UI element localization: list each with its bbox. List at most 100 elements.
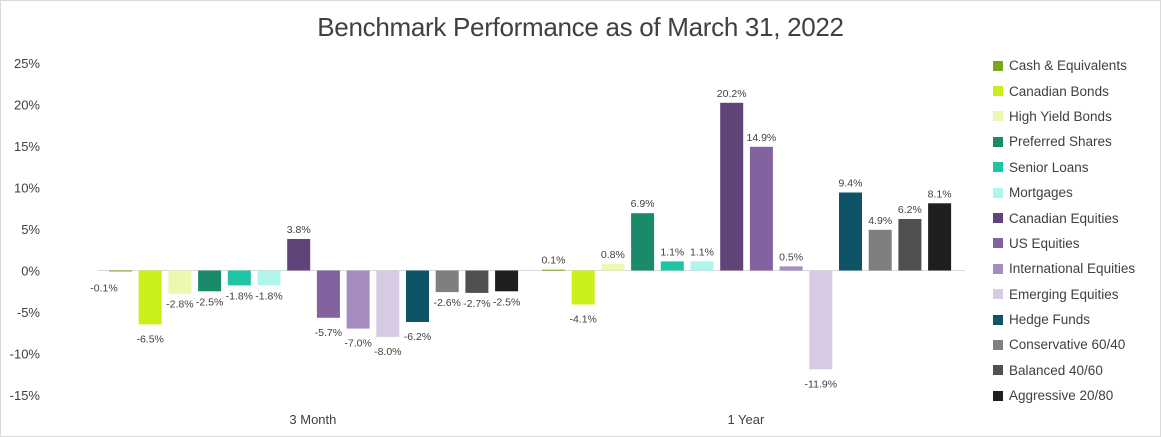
legend-swatch	[993, 238, 1003, 249]
legend-swatch	[993, 111, 1003, 122]
legend-label: Conservative 60/40	[1009, 337, 1126, 353]
data-label: -4.1%	[569, 314, 596, 326]
bar	[631, 213, 655, 271]
x-category-label: 3 Month	[289, 412, 336, 427]
data-label: 1.1%	[690, 246, 714, 258]
legend-label: Hedge Funds	[1009, 312, 1091, 328]
legend-item: Conservative 60/40	[993, 332, 1158, 357]
legend-label: Mortgages	[1009, 185, 1073, 201]
data-label: -2.6%	[433, 297, 460, 309]
data-label: -6.2%	[404, 331, 431, 343]
legend-item: Preferred Shares	[993, 129, 1158, 154]
legend-label: High Yield Bonds	[1009, 108, 1112, 124]
data-label: 0.8%	[601, 249, 625, 261]
bar	[406, 270, 429, 322]
bar	[571, 270, 595, 305]
data-label: -1.8%	[226, 290, 253, 302]
legend-item: Canadian Bonds	[993, 78, 1158, 103]
data-label: 20.2%	[717, 88, 747, 100]
y-tick-label: 10%	[14, 181, 40, 196]
y-tick-label: 25%	[14, 56, 40, 71]
data-label: 1.1%	[660, 246, 684, 258]
legend-swatch	[993, 162, 1003, 173]
bar	[898, 219, 922, 271]
data-label: -7.0%	[344, 338, 371, 350]
legend-swatch	[993, 365, 1003, 376]
y-tick-label: 5%	[21, 222, 40, 237]
chart-legend: Cash & Equivalents Canadian Bonds High Yie…	[993, 53, 1158, 408]
bar	[287, 239, 311, 271]
legend-item: Senior Loans	[993, 155, 1158, 180]
legend-swatch	[993, 213, 1003, 224]
legend-swatch	[993, 263, 1003, 274]
data-label: 14.9%	[747, 132, 777, 144]
legend-swatch	[993, 390, 1003, 401]
data-label: -2.5%	[196, 296, 223, 308]
legend-item: High Yield Bonds	[993, 104, 1158, 129]
legend-label: Emerging Equities	[1009, 286, 1119, 302]
data-label: 6.9%	[631, 198, 655, 210]
legend-item: Balanced 40/60	[993, 358, 1158, 383]
legend-swatch	[993, 86, 1003, 97]
bar	[779, 266, 803, 271]
bar	[839, 192, 862, 271]
bar	[316, 270, 340, 318]
legend-item: Canadian Equities	[993, 205, 1158, 230]
y-tick-label: 0%	[21, 264, 40, 279]
data-label: 0.5%	[779, 251, 803, 263]
legend-label: International Equities	[1009, 261, 1136, 277]
data-label: -8.0%	[374, 346, 401, 358]
data-label: 0.1%	[542, 255, 566, 267]
data-label: -1.8%	[255, 290, 282, 302]
x-category-label: 1 Year	[727, 412, 765, 427]
bar	[928, 203, 952, 271]
legend-item: International Equities	[993, 256, 1158, 281]
bar	[749, 146, 773, 271]
legend-label: US Equities	[1009, 235, 1080, 251]
legend-swatch	[993, 136, 1003, 147]
bar	[346, 270, 370, 329]
legend-label: Canadian Bonds	[1009, 83, 1109, 99]
legend-label: Preferred Shares	[1009, 134, 1112, 150]
bar	[198, 270, 222, 292]
data-label: 3.8%	[287, 224, 311, 236]
bar	[465, 270, 489, 293]
legend-item: Aggressive 20/80	[993, 383, 1158, 408]
legend-item: US Equities	[993, 231, 1158, 256]
data-label: 8.1%	[928, 188, 952, 200]
legend-item: Cash & Equivalents	[993, 53, 1158, 78]
legend-label: Balanced 40/60	[1009, 362, 1103, 378]
legend-label: Canadian Equities	[1009, 210, 1119, 226]
bar	[376, 270, 400, 337]
data-label: -11.9%	[805, 378, 838, 390]
data-label: -2.5%	[493, 296, 520, 308]
bar	[690, 261, 714, 271]
legend-label: Aggressive 20/80	[1009, 388, 1114, 404]
legend-swatch	[993, 314, 1003, 325]
data-label: 9.4%	[839, 178, 863, 190]
data-label: 6.2%	[898, 204, 922, 216]
y-tick-label: -5%	[17, 305, 41, 320]
bar	[809, 270, 833, 370]
bar	[720, 102, 744, 271]
bar	[168, 270, 192, 294]
bar	[257, 270, 281, 286]
bar	[868, 229, 892, 271]
y-tick-label: 20%	[14, 98, 40, 113]
y-tick-label: 15%	[14, 139, 40, 154]
bar	[109, 270, 132, 272]
bar	[542, 269, 565, 271]
legend-item: Mortgages	[993, 180, 1158, 205]
bar	[138, 270, 162, 325]
bar	[435, 270, 459, 293]
data-label: -2.7%	[463, 298, 490, 310]
legend-label: Cash & Equivalents	[1009, 58, 1127, 74]
legend-swatch	[993, 339, 1003, 350]
data-label: -6.5%	[136, 333, 163, 345]
legend-swatch	[993, 60, 1003, 71]
data-label: 4.9%	[868, 215, 892, 227]
data-label: -2.8%	[166, 299, 193, 311]
y-tick-label: -10%	[10, 347, 41, 362]
bar	[660, 261, 684, 271]
bar	[227, 270, 251, 286]
